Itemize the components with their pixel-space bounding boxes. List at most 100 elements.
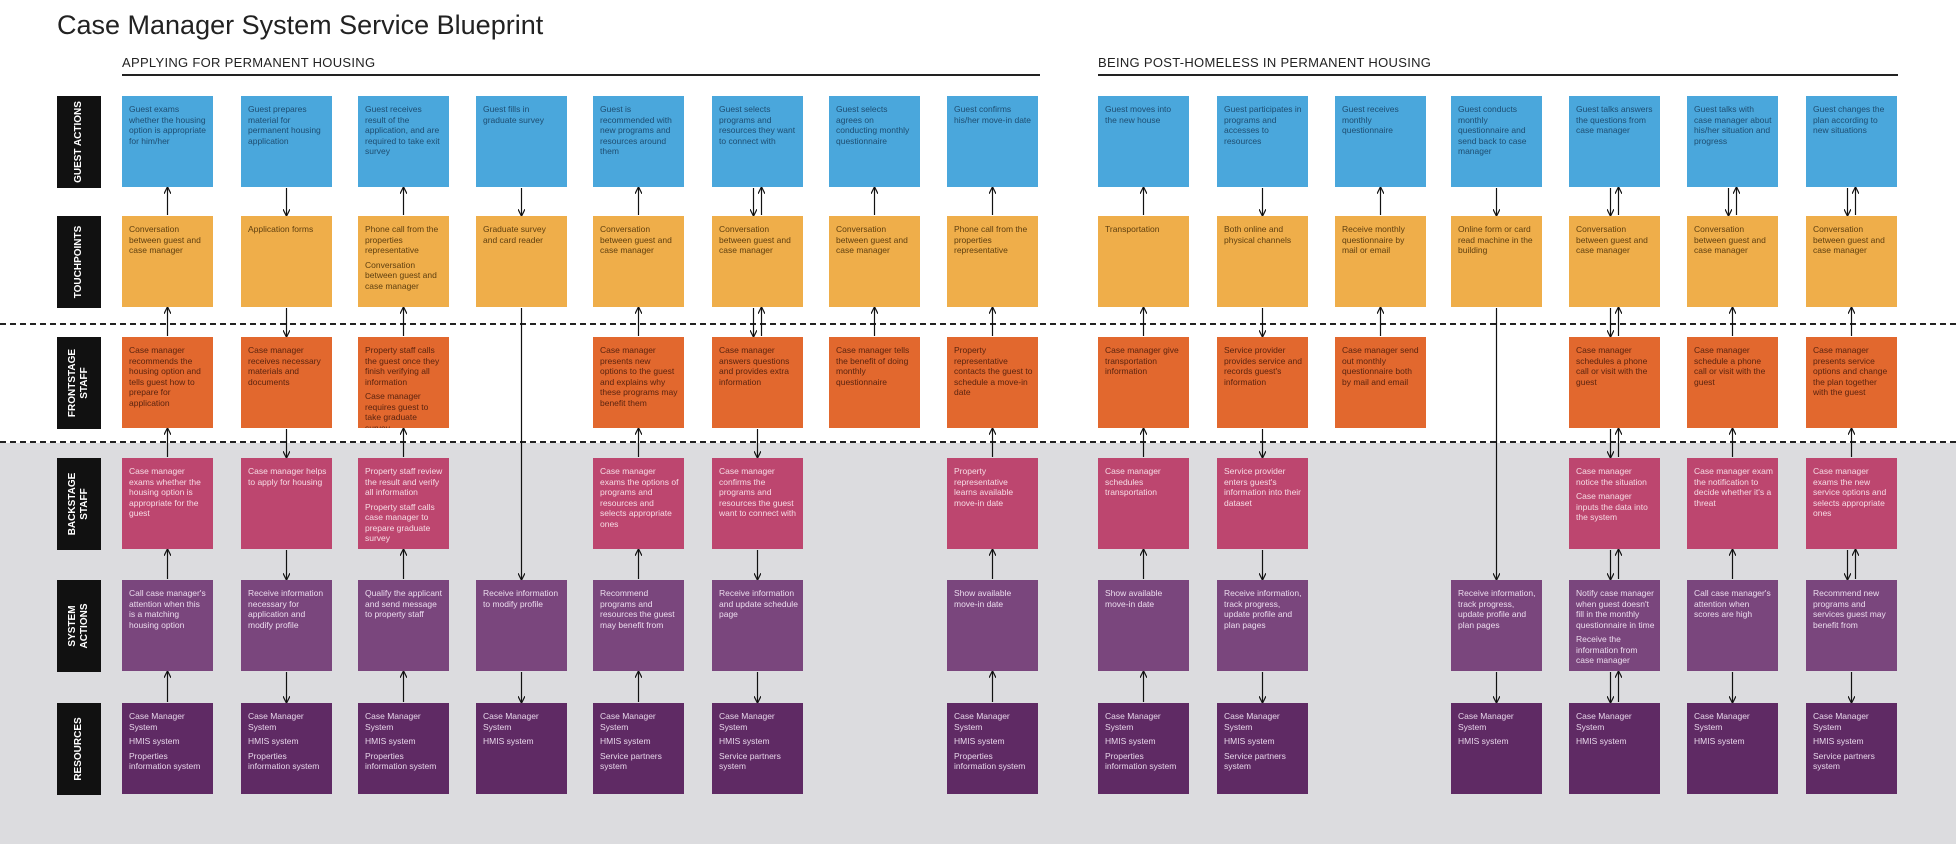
card-text: Case Manager System: [1105, 711, 1161, 732]
system-action-card: Recommend new programs and services gues…: [1806, 580, 1897, 671]
card-text: HMIS system: [1105, 736, 1156, 746]
card-text: Guest changes the plan according to new …: [1813, 104, 1885, 135]
card-text: Properties information system: [129, 750, 201, 772]
frontstage-card: Case manager answers questions and provi…: [712, 337, 803, 428]
row-label-touchpoints: TOUCHPOINTS: [57, 216, 101, 308]
resource-card: Case Manager System HMIS system Properties…: [1098, 703, 1189, 794]
guest-action-card: Guest moves into the new house: [1098, 96, 1189, 187]
card-text: Phone call from the properties represent…: [365, 224, 439, 255]
card-text: Case manager presents new options to the…: [600, 345, 678, 408]
touchpoint-card: Conversation between guest and case mana…: [1687, 216, 1778, 307]
guest-action-card: Guest is recommended with new programs a…: [593, 96, 684, 187]
card-text: Case manager presents service options an…: [1813, 345, 1888, 397]
touchpoint-card: Receive monthly questionnaire by mail or…: [1335, 216, 1426, 307]
guest-action-card: Guest talks answers the questions from c…: [1569, 96, 1660, 187]
card-text: Case manager requires guest to take grad…: [365, 391, 429, 428]
system-action-card: Receive information and update schedule …: [712, 580, 803, 671]
card-text: Both online and physical channels: [1224, 224, 1292, 245]
card-text: Notify case manager when guest doesn't f…: [1576, 588, 1655, 630]
card-text: Receive information and update schedule …: [719, 588, 798, 619]
card-text: Conversation between guest and case mana…: [1694, 224, 1766, 255]
card-text: Conversation between guest and case mana…: [836, 224, 908, 255]
backstage-card: Case manager schedules transportation: [1098, 458, 1189, 549]
resource-card: Case Manager System HMIS system Properties…: [241, 703, 332, 794]
backstage-card: Case manager exam the notification to de…: [1687, 458, 1778, 549]
guest-action-card: Guest receives monthly questionnaire: [1335, 96, 1426, 187]
card-text: Receive information, track progress, upd…: [1224, 588, 1302, 630]
card-text: HMIS system: [954, 736, 1005, 746]
card-text: Case manager receives necessary material…: [248, 345, 321, 387]
guest-action-card: Guest selects agrees on conducting month…: [829, 96, 920, 187]
backstage-card: Service provider enters guest's informat…: [1217, 458, 1308, 549]
frontstage-card: Service provider provides service and re…: [1217, 337, 1308, 428]
frontstage-card: Property staff calls the guest once they…: [358, 337, 449, 428]
touchpoint-card: Conversation between guest and case mana…: [593, 216, 684, 307]
card-text: Guest participates in programs and acces…: [1224, 104, 1302, 146]
card-text: Graduate survey and card reader: [483, 224, 546, 245]
line-of-interaction: [0, 323, 1956, 325]
card-text: Online form or card read machine in the …: [1458, 224, 1533, 255]
card-text: Guest exams whether the housing option i…: [129, 104, 207, 146]
touchpoint-card: Phone call from the properties represent…: [358, 216, 449, 307]
card-text: Guest selects programs and resources the…: [719, 104, 796, 146]
touchpoint-card: Conversation between guest and case mana…: [1806, 216, 1897, 307]
card-text: Case Manager System: [1224, 711, 1280, 732]
card-text: Recommend programs and resources the gue…: [600, 588, 675, 630]
resource-card: Case Manager System HMIS system Service pa…: [712, 703, 803, 794]
card-text: Transportation: [1105, 224, 1160, 234]
card-text: Receive information necessary for applic…: [248, 588, 324, 630]
system-action-card: Call case manager's attention when this …: [122, 580, 213, 671]
row-label-system-actions: SYSTEM ACTIONS: [57, 580, 101, 672]
card-text: Case manager send out monthly questionna…: [1342, 345, 1419, 387]
card-text: Property representative contacts the gue…: [954, 345, 1033, 397]
card-text: Service partners system: [1224, 750, 1286, 772]
card-text: Case manager answers questions and provi…: [719, 345, 790, 387]
guest-action-card: Guest prepares material for permanent ho…: [241, 96, 332, 187]
guest-action-card: Guest changes the plan according to new …: [1806, 96, 1897, 187]
card-text: Show available move-in date: [954, 588, 1012, 609]
resource-card: Case Manager System HMIS system: [476, 703, 567, 794]
card-text: Properties information system: [954, 750, 1026, 772]
card-text: HMIS system: [248, 736, 299, 746]
card-text: HMIS system: [365, 736, 416, 746]
phase-label-applying: APPLYING FOR PERMANENT HOUSING: [122, 55, 376, 70]
card-text: Case Manager System: [954, 711, 1010, 732]
backstage-card: Case manager exams the options of progra…: [593, 458, 684, 549]
card-text: Properties information system: [365, 750, 437, 772]
card-text: Guest confirms his/her move-in date: [954, 104, 1032, 125]
card-text: HMIS system: [719, 736, 770, 746]
card-text: Case Manager System: [129, 711, 185, 732]
guest-action-card: Guest exams whether the housing option i…: [122, 96, 213, 187]
card-text: Service partners system: [719, 750, 781, 772]
card-text: Case manager inputs the data into the sy…: [1576, 491, 1648, 522]
system-action-card: Qualify the applicant and send message t…: [358, 580, 449, 671]
card-text: Guest talks answers the questions from c…: [1576, 104, 1653, 135]
card-text: Case Manager System: [719, 711, 775, 732]
frontstage-card: Case manager schedule a phone call or vi…: [1687, 337, 1778, 428]
frontstage-card: Case manager give transportation informa…: [1098, 337, 1189, 428]
backstage-card: Property representative learns available…: [947, 458, 1038, 549]
card-text: Show available move-in date: [1105, 588, 1163, 609]
resource-card: Case Manager System HMIS system: [1569, 703, 1660, 794]
card-text: Receive the information from case manage…: [1576, 634, 1638, 665]
system-action-card: Show available move-in date: [947, 580, 1038, 671]
touchpoint-card: Phone call from the properties represent…: [947, 216, 1038, 307]
card-text: Conversation between guest and case mana…: [1813, 224, 1885, 255]
card-text: Phone call from the properties represent…: [954, 224, 1028, 255]
card-text: Case manager tells the benefit of doing …: [836, 345, 910, 387]
row-label-backstage-staff: BACKSTAGE STAFF: [57, 458, 101, 550]
card-text: Receive information, track progress, upd…: [1458, 588, 1536, 630]
guest-action-card: Guest conducts monthly questionnaire and…: [1451, 96, 1542, 187]
frontstage-card: Case manager send out monthly questionna…: [1335, 337, 1426, 428]
card-text: Conversation between guest and case mana…: [719, 224, 791, 255]
card-text: Call case manager's attention when this …: [129, 588, 206, 630]
card-text: HMIS system: [1576, 736, 1627, 746]
card-text: Properties information system: [248, 750, 320, 772]
card-text: Guest receives result of the application…: [365, 104, 440, 156]
backstage-card: Case manager exams the new service optio…: [1806, 458, 1897, 549]
backstage-card: Case manager notice the situation Case ma…: [1569, 458, 1660, 549]
card-text: HMIS system: [129, 736, 180, 746]
card-text: Recommend new programs and services gues…: [1813, 588, 1886, 630]
card-text: Case Manager System: [1576, 711, 1632, 732]
